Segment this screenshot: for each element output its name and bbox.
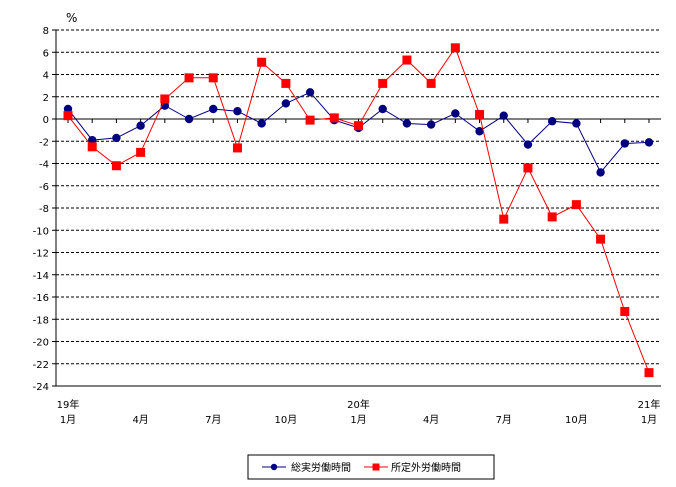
data-point — [572, 119, 581, 128]
y-tick-label: 2 — [43, 93, 49, 104]
data-point — [136, 147, 146, 157]
data-point — [354, 121, 363, 131]
legend-item-2: 所定外労働時間 — [364, 461, 461, 474]
y-tick-label: -18 — [33, 315, 49, 326]
legend-label: 総実労働時間 — [291, 461, 351, 474]
x-tick-month-label: 4月 — [132, 414, 148, 426]
data-point — [402, 119, 412, 128]
data-point — [281, 99, 291, 108]
data-point — [233, 107, 242, 116]
legend-marker — [372, 463, 380, 471]
legend-marker — [270, 463, 278, 471]
data-point — [63, 111, 73, 121]
data-point — [426, 78, 436, 88]
series-line — [67, 91, 650, 174]
data-point — [523, 163, 533, 173]
legend-item-1: 総実労働時間 — [262, 461, 351, 474]
series-group — [63, 43, 654, 378]
data-point — [305, 88, 315, 97]
y-tick-label: -20 — [33, 338, 49, 349]
data-point — [475, 127, 484, 136]
x-tick-month-label: 10月 — [565, 414, 588, 426]
data-point — [87, 142, 97, 152]
data-point — [451, 109, 460, 118]
y-tick-label: 0 — [43, 115, 49, 126]
y-tick-label: -16 — [33, 293, 49, 304]
x-tick-year-label: 20年 — [347, 398, 370, 411]
data-point — [184, 114, 194, 124]
data-point — [426, 120, 436, 129]
legend: 総実労働時間 所定外労働時間 — [247, 454, 495, 480]
data-point — [111, 161, 121, 171]
y-tick-label: -4 — [39, 160, 49, 171]
data-point — [547, 117, 557, 126]
data-point — [644, 138, 654, 147]
data-point — [571, 200, 581, 210]
grid-lines — [56, 29, 661, 365]
y-tick-label: -10 — [33, 226, 49, 237]
y-tick-label: -24 — [33, 382, 49, 393]
legend-label: 所定外労働時間 — [391, 461, 461, 474]
y-tick-label: -6 — [39, 182, 49, 193]
data-point — [281, 78, 291, 88]
data-point — [257, 119, 266, 128]
x-tick-month-label: 1月 — [60, 414, 76, 426]
x-tick-month-label: 7月 — [496, 414, 512, 426]
data-point — [184, 73, 194, 83]
x-tick-month-label: 1月 — [350, 414, 366, 426]
data-point — [450, 43, 460, 53]
data-point — [402, 55, 412, 65]
y-tick-label: -2 — [39, 137, 49, 148]
x-axis-ticks: 19年 1月 4月 7月 10月 20年 1月 4月 7月 10月 21年 1月 — [57, 119, 661, 426]
data-point — [620, 139, 629, 148]
data-point — [378, 104, 387, 114]
data-point — [499, 214, 509, 224]
data-point — [596, 168, 605, 177]
data-point — [257, 57, 267, 67]
data-point — [112, 133, 121, 143]
y-tick-label: -12 — [33, 249, 49, 260]
data-point — [499, 111, 508, 120]
data-point — [644, 368, 654, 378]
x-tick-month-label: 4月 — [423, 414, 439, 426]
y-axis-ticks: 8 6 4 2 0 -2 -4 -6 -8 -10 -12 -14 -16 -18 -20 -22 -24 — [33, 26, 56, 393]
y-tick-label: 6 — [43, 48, 49, 59]
data-point — [378, 78, 388, 88]
data-point — [209, 104, 218, 114]
data-point — [136, 121, 145, 130]
data-point — [160, 94, 170, 104]
y-tick-label: -14 — [33, 271, 49, 282]
x-tick-month-label: 1月 — [641, 414, 657, 426]
y-tick-label: 4 — [43, 71, 49, 82]
data-point — [88, 135, 97, 145]
x-tick-year-label: 19年 — [57, 398, 80, 411]
data-point — [208, 73, 218, 83]
data-point — [547, 212, 557, 222]
y-tick-label: -22 — [33, 360, 49, 371]
y-tick-label: -8 — [39, 204, 49, 215]
data-point — [329, 113, 339, 123]
data-point — [523, 140, 533, 149]
x-tick-month-label: 10月 — [275, 414, 298, 426]
x-tick-month-label: 7月 — [205, 414, 221, 426]
series-2 — [63, 43, 654, 378]
data-point — [596, 234, 606, 244]
data-point — [620, 306, 630, 316]
data-point — [475, 110, 485, 120]
y-unit-label: % — [66, 11, 77, 25]
y-tick-label: 8 — [43, 26, 49, 37]
data-point — [305, 115, 315, 125]
data-point — [232, 143, 242, 153]
data-point — [63, 104, 73, 114]
x-tick-year-label: 21年 — [638, 398, 661, 411]
